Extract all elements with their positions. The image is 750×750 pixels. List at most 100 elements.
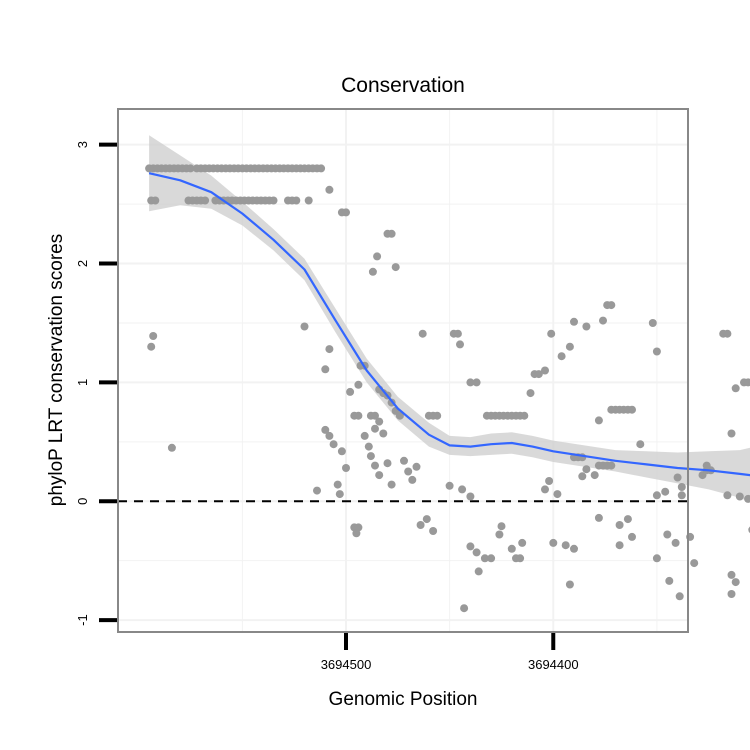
data-point (690, 559, 699, 568)
data-point (429, 527, 438, 535)
data-point (321, 365, 330, 374)
y-tick-label: 0 (75, 498, 90, 505)
data-point (623, 515, 632, 524)
data-point (313, 486, 321, 495)
smooth-fit-line (148, 172, 750, 477)
data-point (383, 459, 392, 468)
data-point (375, 471, 384, 480)
data-point (578, 472, 587, 481)
data-point (541, 485, 549, 494)
data-point (495, 530, 504, 539)
data-point (354, 380, 363, 389)
data-point (541, 366, 549, 375)
data-point (661, 487, 670, 496)
data-point (317, 164, 326, 173)
x-axis-label: Genomic Position (329, 689, 478, 710)
y-tick-label: 1 (75, 379, 90, 386)
data-point (561, 541, 570, 550)
data-point (570, 544, 578, 553)
data-point (518, 538, 527, 547)
data-point (497, 522, 506, 531)
data-point (744, 378, 750, 387)
data-point (520, 411, 529, 420)
data-point (364, 442, 373, 451)
data-point (607, 301, 616, 310)
data-point (744, 494, 750, 503)
data-point (526, 389, 535, 398)
data-point (545, 477, 554, 485)
data-point (371, 424, 379, 433)
grid-lines (118, 109, 688, 632)
data-point (379, 429, 388, 438)
data-point (371, 461, 379, 470)
data-point (186, 164, 195, 173)
data-point (731, 384, 740, 393)
y-tick-label: 2 (75, 260, 90, 267)
data-point (727, 429, 736, 438)
data-point (354, 411, 363, 420)
data-point (636, 440, 645, 449)
data-point (292, 196, 301, 205)
data-point (557, 352, 566, 361)
data-point (472, 378, 481, 387)
data-point (147, 342, 156, 351)
plot-panel-border (117, 108, 689, 633)
data-point (671, 538, 680, 547)
data-point (325, 185, 334, 194)
data-point (665, 576, 674, 585)
data-point (599, 316, 607, 325)
data-point (433, 411, 442, 420)
data-point (333, 480, 342, 489)
data-point (466, 378, 475, 387)
data-point (352, 529, 361, 538)
data-point (570, 317, 578, 326)
data-point (366, 452, 375, 461)
data-point (652, 554, 661, 563)
data-point (337, 447, 346, 456)
data-point (391, 263, 400, 272)
data-point (304, 196, 313, 205)
data-point (416, 521, 425, 529)
data-point (590, 471, 599, 480)
data-point (201, 196, 210, 205)
data-point (325, 431, 334, 440)
data-point (565, 580, 574, 589)
y-axis: -1 0 1 2 3 (75, 141, 117, 626)
y-tick-label: 3 (75, 141, 90, 148)
data-point (731, 578, 740, 587)
data-point (565, 342, 574, 351)
data-point (677, 491, 686, 500)
data-point (321, 425, 330, 434)
data-point (453, 329, 462, 338)
data-point (466, 492, 475, 501)
data-point (480, 554, 489, 563)
data-point (342, 208, 350, 217)
data-point (615, 521, 624, 529)
data-point (487, 554, 496, 563)
x-axis: 3694500 3694400 (321, 633, 579, 672)
data-point (472, 548, 481, 557)
data-point (675, 592, 684, 601)
data-point (387, 229, 396, 238)
data-point (371, 411, 379, 420)
data-point (375, 417, 384, 426)
data-point (594, 416, 603, 425)
data-point (418, 329, 427, 338)
data-point (422, 515, 431, 524)
data-point (549, 538, 558, 547)
data-point (628, 405, 636, 414)
data-point (615, 541, 624, 550)
data-point (408, 475, 417, 484)
data-point (167, 443, 176, 452)
data-point (269, 196, 278, 205)
data-point (404, 467, 413, 476)
data-point (445, 481, 454, 490)
data-point (507, 544, 516, 553)
chart-title: Conservation (341, 74, 465, 97)
data-point (727, 570, 736, 579)
data-point (474, 567, 483, 576)
data-point (300, 322, 309, 331)
data-point (412, 462, 421, 471)
data-point (582, 322, 591, 331)
